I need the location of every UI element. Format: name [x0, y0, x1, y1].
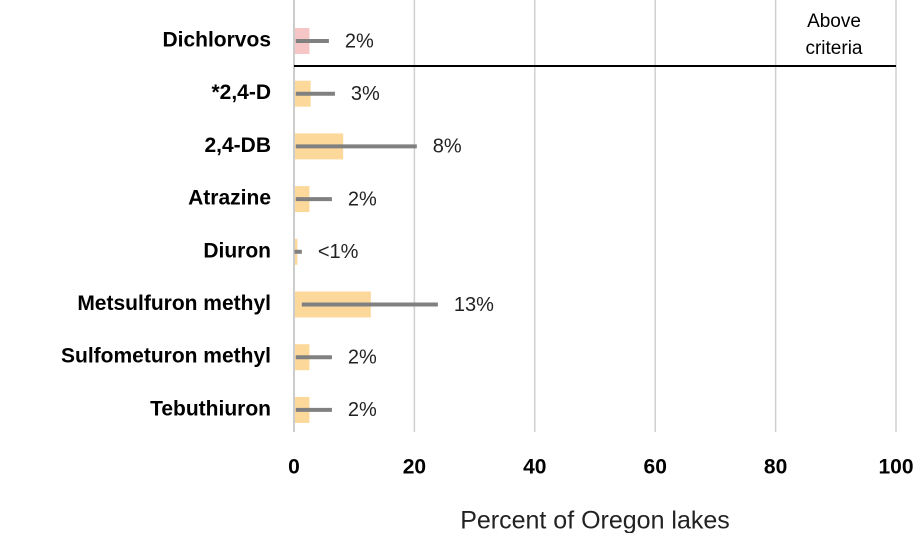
value-label: 2%	[345, 30, 374, 52]
x-tick-label: 0	[288, 456, 300, 479]
category-label: Atrazine	[188, 187, 271, 210]
category-label: Metsulfuron methyl	[77, 292, 271, 315]
annotation: criteria	[805, 38, 862, 59]
value-label: 3%	[351, 83, 380, 105]
category-label: *2,4-D	[211, 81, 271, 104]
category-label: Sulfometuron methyl	[61, 345, 271, 368]
category-label: Diuron	[203, 239, 271, 262]
value-label: <1%	[318, 241, 359, 263]
value-label: 2%	[348, 399, 377, 421]
category-label: Tebuthiuron	[150, 397, 271, 420]
x-tick-label: 60	[644, 456, 667, 479]
value-label: 13%	[454, 294, 494, 316]
annotation: Above	[807, 11, 861, 32]
x-tick-label: 100	[878, 456, 913, 479]
value-label: 2%	[348, 346, 377, 368]
x-tick-label: 80	[764, 456, 787, 479]
value-label: 2%	[348, 188, 377, 210]
value-label: 8%	[433, 136, 462, 158]
x-axis-label: Percent of Oregon lakes	[460, 507, 730, 533]
category-label: Dichlorvos	[162, 29, 271, 52]
x-tick-label: 40	[523, 456, 546, 479]
category-label: 2,4-DB	[204, 134, 271, 157]
x-tick-label: 20	[403, 456, 426, 479]
